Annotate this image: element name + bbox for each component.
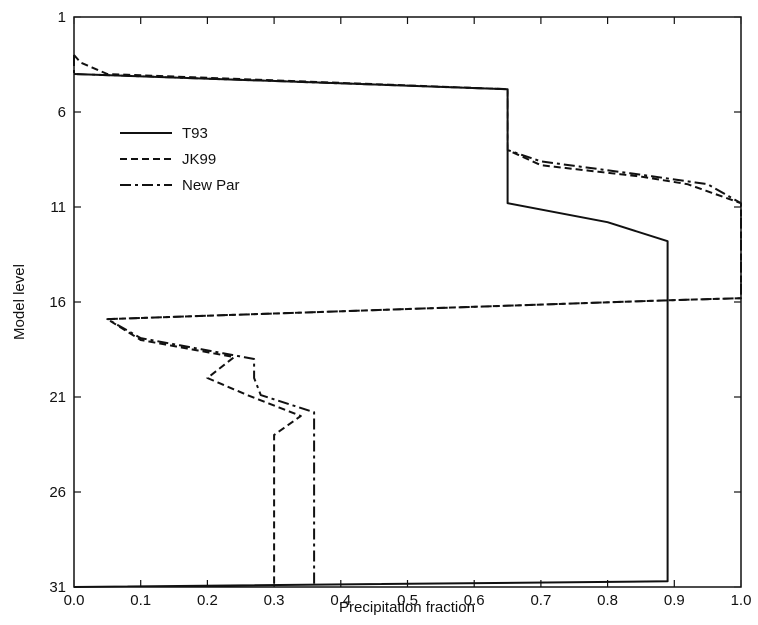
x-tick-label: 0.4 <box>330 592 351 609</box>
x-tick-label: 1.0 <box>731 592 752 609</box>
series-line-t93 <box>73 73 669 588</box>
y-tick-label: 6 <box>58 104 66 121</box>
x-tick-label: 0.1 <box>130 592 151 609</box>
x-tick-label: 0.2 <box>197 592 218 609</box>
x-axis-ticks: 0.0 0.1 0.2 0.3 0.4 0.5 0.6 0.7 0.8 0.9 1.0 <box>64 17 752 609</box>
series-group <box>73 54 742 588</box>
x-tick-label: 0.6 <box>464 592 485 609</box>
legend-label: New Par <box>182 177 240 194</box>
y-tick-label: 16 <box>49 294 66 311</box>
x-tick-label: 0.8 <box>597 592 618 609</box>
legend: T93 JK99 New Par <box>120 125 240 194</box>
y-tick-label: 26 <box>49 484 66 501</box>
x-tick-label: 0.7 <box>530 592 551 609</box>
x-axis-label: Precipitation fraction <box>339 599 475 616</box>
y-axis-label: Model level <box>11 264 28 340</box>
x-tick-label: 0.3 <box>264 592 285 609</box>
y-tick-label: 11 <box>50 199 66 216</box>
x-tick-label: 0.9 <box>664 592 685 609</box>
y-tick-label: 31 <box>49 579 66 596</box>
y-tick-label: 1 <box>58 9 66 26</box>
x-tick-label: 0.5 <box>397 592 418 609</box>
legend-label: T93 <box>182 125 208 142</box>
series-line-new-par <box>73 55 742 587</box>
legend-label: JK99 <box>182 151 216 168</box>
x-tick-label: 0.0 <box>64 592 85 609</box>
series-line-jk99 <box>73 54 742 587</box>
y-tick-label: 21 <box>49 389 66 406</box>
